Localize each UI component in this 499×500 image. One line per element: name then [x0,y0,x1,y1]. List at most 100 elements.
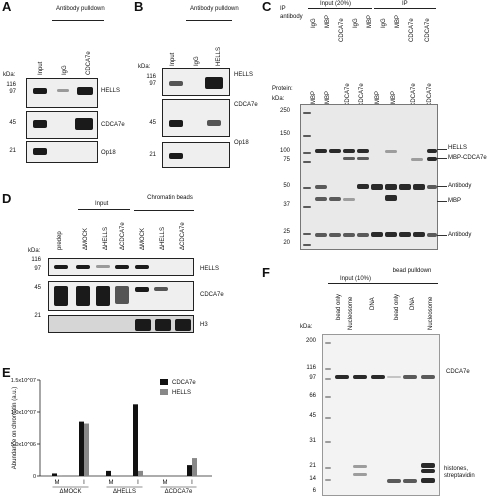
panel-a-band-cdca7e: CDCA7e [101,122,125,128]
panel-c-ab-lane-9: CDCA7e [425,18,431,42]
panel-d-band-cdca7e: CDCA7e [200,292,224,298]
panel-b-blot-op18 [162,142,230,168]
panel-a-letter: A [2,0,12,14]
panel-c-group-input: Input (20%) [320,1,352,7]
bar-hells-3 [138,470,143,476]
bar-hells-0 [57,475,62,476]
panel-c-marker-75: 75 [283,157,290,163]
panel-c-pointer-1 [437,149,447,150]
panel-d-marker-116: 116 [31,257,41,263]
panel-a-header: Antibody pulldown [56,6,105,12]
panel-f-lane-2: Nucleosome [348,296,354,330]
panel-c-band-antibody-1: Antibody [448,183,472,189]
panel-f-group-pulldown-line [386,283,438,284]
bar-cdca7e-0 [52,473,57,476]
x-group-label: ΔMOCK [59,489,81,495]
panel-f-marker-21: 21 [309,463,316,469]
panel-c-ab-lane-2: MBP [325,14,331,28]
panel-a-marker-97: 97 [9,89,16,95]
panel-f-lane-4: bead only [394,293,400,320]
panel-f-marker-97: 97 [309,375,316,381]
panel-a-blot-cdca7e [26,111,98,139]
panel-f-band-cdca7e: CDCA7e [446,369,470,375]
x-group-label: ΔHELLS [113,489,136,495]
panel-c-ab-lane-5: MBP [367,14,373,28]
panel-c-ab-lane-6: IgG [381,18,387,28]
panel-b-header-line [186,20,232,21]
panel-c-kda: kDa: [272,96,285,102]
panel-a-band-op18: Op18 [101,150,116,156]
panel-b-band-op18: Op18 [234,140,249,146]
panel-c-marker-100: 100 [279,148,290,154]
panel-c-group-ip-line [374,8,436,9]
y-tick-label: 1.5x10^07 [11,378,36,384]
panel-c-band-hells: HELLS [448,145,468,151]
panel-c-gel [300,104,438,250]
panel-c-prot-lane-5: MBP [375,90,381,104]
legend-label-cdca7e: CDCA7e [172,380,196,386]
panel-a-lane-input: Input [38,61,44,75]
panel-a-marker-116: 116 [6,82,16,88]
panel-a-blot-op18 [26,141,98,163]
panel-f-band-histones: histones, streptavidin [444,466,475,479]
panel-b-band-cdca7e: CDCA7e [234,102,258,108]
panel-d-marker-97: 97 [34,266,41,272]
panel-d-blot-h3 [48,315,194,333]
panel-c-marker-150: 150 [279,131,290,137]
panel-c-marker-37: 37 [283,202,290,208]
panel-c-pointer-5 [437,235,447,236]
panel-f-lane-1: bead only [336,293,342,320]
panel-f-gel [322,334,440,496]
panel-f-letter: F [262,265,270,280]
x-category-label: I [83,480,85,486]
panel-d-marker-21: 21 [34,313,41,319]
panel-f-marker-45: 45 [309,413,316,419]
panel-a-blot-hells [26,78,98,108]
panel-c-band-mbp-cdca7e: MBP-CDCA7e [448,155,487,161]
panel-d-group-input: Input [95,201,109,207]
bar-cdca7e-1 [79,421,84,476]
panel-f-lane-5: DNA [410,297,416,310]
legend-swatch-hells [160,389,168,395]
panel-c-ip-label: IP [280,6,286,12]
panel-c-ab-lane-4: IgG [353,18,359,28]
panel-c-antibody-label: antibody [280,14,303,20]
panel-d-blot-hells [48,258,194,276]
panel-f-lane-6: Nucleosome [428,296,434,330]
panel-b-marker-97: 97 [149,81,156,87]
panel-d-group-input-line [78,209,130,210]
panel-d-band-h3: H3 [200,322,208,328]
panel-d-lane-3: ΔHELLS [103,226,109,250]
panel-c-prot-lane-2: MBP [325,90,331,104]
panel-f-group-pulldown: bead pulldown [392,268,432,274]
panel-b-lane-igg: IgG [194,56,200,66]
panel-b-band-hells: HELLS [234,72,254,78]
x-group-label: ΔCDCA7e [165,489,193,495]
panel-f-marker-66: 66 [309,393,316,399]
panel-d-lane-5: ΔMOCK [140,227,146,250]
panel-d-lane-2: ΔMOCK [83,227,89,250]
panel-b-header: Antibody pulldown [190,6,239,12]
panel-f-marker-116: 116 [306,365,316,371]
panel-a-band-hells: HELLS [101,88,121,94]
y-tick-label: 0 [33,474,36,480]
bar-cdca7e-3 [133,404,138,476]
panel-f-lane-3: DNA [370,297,376,310]
bar-hells-5 [192,458,197,476]
panel-c-ab-lane-3: CDCA7e [339,18,345,42]
panel-c-marker-50: 50 [283,183,290,189]
panel-b-blot-hells [162,68,230,96]
panel-d-group-beads: Chromatin beads [147,195,193,201]
panel-c-protein-label: Protein: [272,86,293,92]
legend-swatch-cdca7e [160,379,168,385]
panel-f-marker-31: 31 [309,438,316,444]
y-axis-label: Abundance on chromatin (a.u.) [12,387,18,469]
panel-e-letter: E [2,365,11,380]
bar-cdca7e-2 [106,470,111,476]
panel-a-marker-21: 21 [9,148,16,154]
panel-d-letter: D [2,191,12,206]
panel-b-blot-cdca7e [162,99,230,137]
x-category-label: M [163,480,168,486]
x-category-label: I [191,480,193,486]
panel-c-ab-lane-1: IgG [311,18,317,28]
